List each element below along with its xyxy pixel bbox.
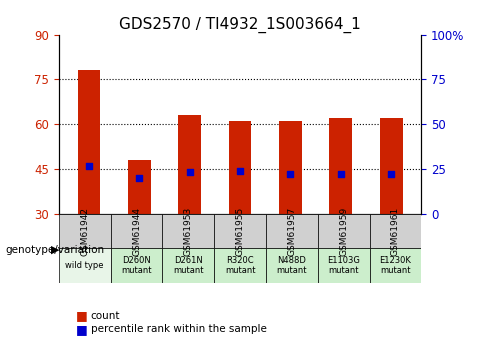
Point	[85, 163, 93, 169]
Bar	[111, 214, 162, 248]
Bar	[178, 115, 201, 214]
Text: E1103G
mutant: E1103G mutant	[327, 256, 360, 275]
Bar	[318, 248, 369, 283]
Point	[387, 171, 395, 176]
Bar	[128, 160, 151, 214]
Point	[186, 169, 194, 175]
Bar	[279, 121, 302, 214]
Text: GSM61953: GSM61953	[184, 207, 193, 256]
Text: wild type: wild type	[66, 261, 104, 270]
Text: count: count	[91, 311, 120, 321]
Bar	[214, 248, 266, 283]
Text: E1230K
mutant: E1230K mutant	[380, 256, 412, 275]
Bar	[59, 214, 111, 248]
Title: GDS2570 / TI4932_1S003664_1: GDS2570 / TI4932_1S003664_1	[119, 17, 361, 33]
Bar	[369, 248, 421, 283]
Text: GSM61942: GSM61942	[80, 207, 89, 256]
Bar	[214, 214, 266, 248]
Point	[236, 168, 244, 173]
Bar	[380, 118, 402, 214]
Bar	[78, 70, 100, 214]
Text: N488D
mutant: N488D mutant	[277, 256, 307, 275]
Bar	[229, 121, 251, 214]
Text: GSM61955: GSM61955	[236, 207, 245, 256]
Point	[135, 175, 143, 181]
Text: ■: ■	[76, 309, 88, 322]
Text: D261N
mutant: D261N mutant	[173, 256, 203, 275]
Text: genotype/variation: genotype/variation	[5, 245, 104, 255]
Text: ■: ■	[76, 323, 88, 336]
Point	[287, 171, 294, 176]
Text: GSM61961: GSM61961	[391, 207, 400, 256]
Bar	[266, 214, 318, 248]
Text: R320C
mutant: R320C mutant	[225, 256, 255, 275]
Bar	[111, 248, 162, 283]
Text: GSM61959: GSM61959	[339, 207, 348, 256]
Text: GSM61957: GSM61957	[288, 207, 296, 256]
Point	[337, 171, 345, 176]
Text: GSM61944: GSM61944	[132, 207, 141, 256]
Bar	[266, 248, 318, 283]
Bar	[162, 248, 214, 283]
Text: percentile rank within the sample: percentile rank within the sample	[91, 325, 267, 334]
Bar	[318, 214, 369, 248]
Bar	[162, 214, 214, 248]
Bar	[369, 214, 421, 248]
Bar	[59, 248, 111, 283]
Text: D260N
mutant: D260N mutant	[121, 256, 152, 275]
Bar	[329, 118, 352, 214]
Text: ▶: ▶	[51, 245, 60, 255]
